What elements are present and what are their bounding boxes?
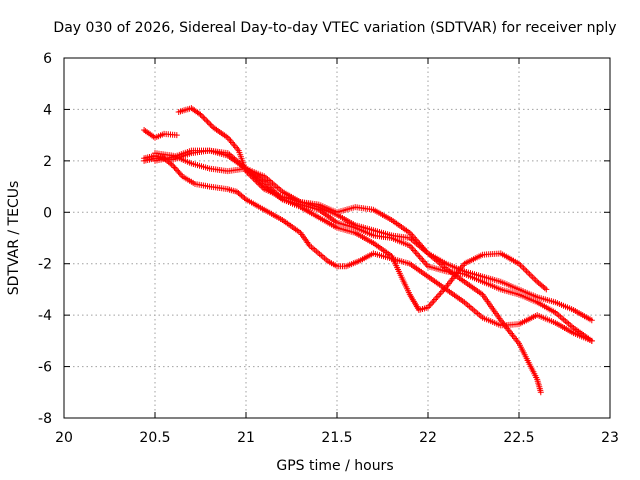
x-tick-label: 22 bbox=[419, 430, 437, 446]
series-markers bbox=[152, 150, 544, 396]
series-track-f bbox=[152, 147, 550, 313]
x-tick-label: 22.5 bbox=[503, 430, 534, 446]
x-tick-label: 23 bbox=[601, 430, 619, 446]
ticks-layer: 20 20.5 21 21.5 22 22.5 23 -8 -6 -4 -2 0 2 4 6 bbox=[38, 51, 619, 446]
x-tick-label: 21.5 bbox=[321, 430, 352, 446]
y-tick-label: 4 bbox=[43, 102, 52, 118]
y-tick-label: 0 bbox=[43, 205, 52, 221]
x-tick-label: 21 bbox=[237, 430, 255, 446]
series-markers bbox=[175, 105, 595, 324]
x-tick-label: 20.5 bbox=[139, 430, 170, 446]
data-layer bbox=[141, 105, 595, 396]
y-tick-label: -2 bbox=[38, 257, 52, 273]
series-track-a bbox=[141, 127, 180, 141]
x-tick-label: 20 bbox=[55, 430, 73, 446]
y-tick-label: 6 bbox=[43, 51, 52, 67]
series-markers bbox=[141, 127, 180, 141]
x-axis-label: GPS time / hours bbox=[276, 458, 393, 474]
series-markers bbox=[152, 147, 550, 313]
series-track-c bbox=[141, 147, 595, 344]
y-tick-label: 2 bbox=[43, 154, 52, 170]
y-axis-label: SDTVAR / TECUs bbox=[6, 181, 22, 296]
series-markers bbox=[141, 147, 595, 344]
y-tick-label: -6 bbox=[38, 360, 52, 376]
series-track-d bbox=[141, 152, 595, 344]
y-tick-label: -4 bbox=[38, 308, 52, 324]
chart-title: Day 030 of 2026, Sidereal Day-to-day VTE… bbox=[53, 20, 616, 36]
series-markers bbox=[141, 152, 595, 344]
series-track-b bbox=[175, 105, 595, 324]
y-tick-label: -8 bbox=[38, 411, 52, 427]
series-track-e bbox=[152, 150, 544, 396]
